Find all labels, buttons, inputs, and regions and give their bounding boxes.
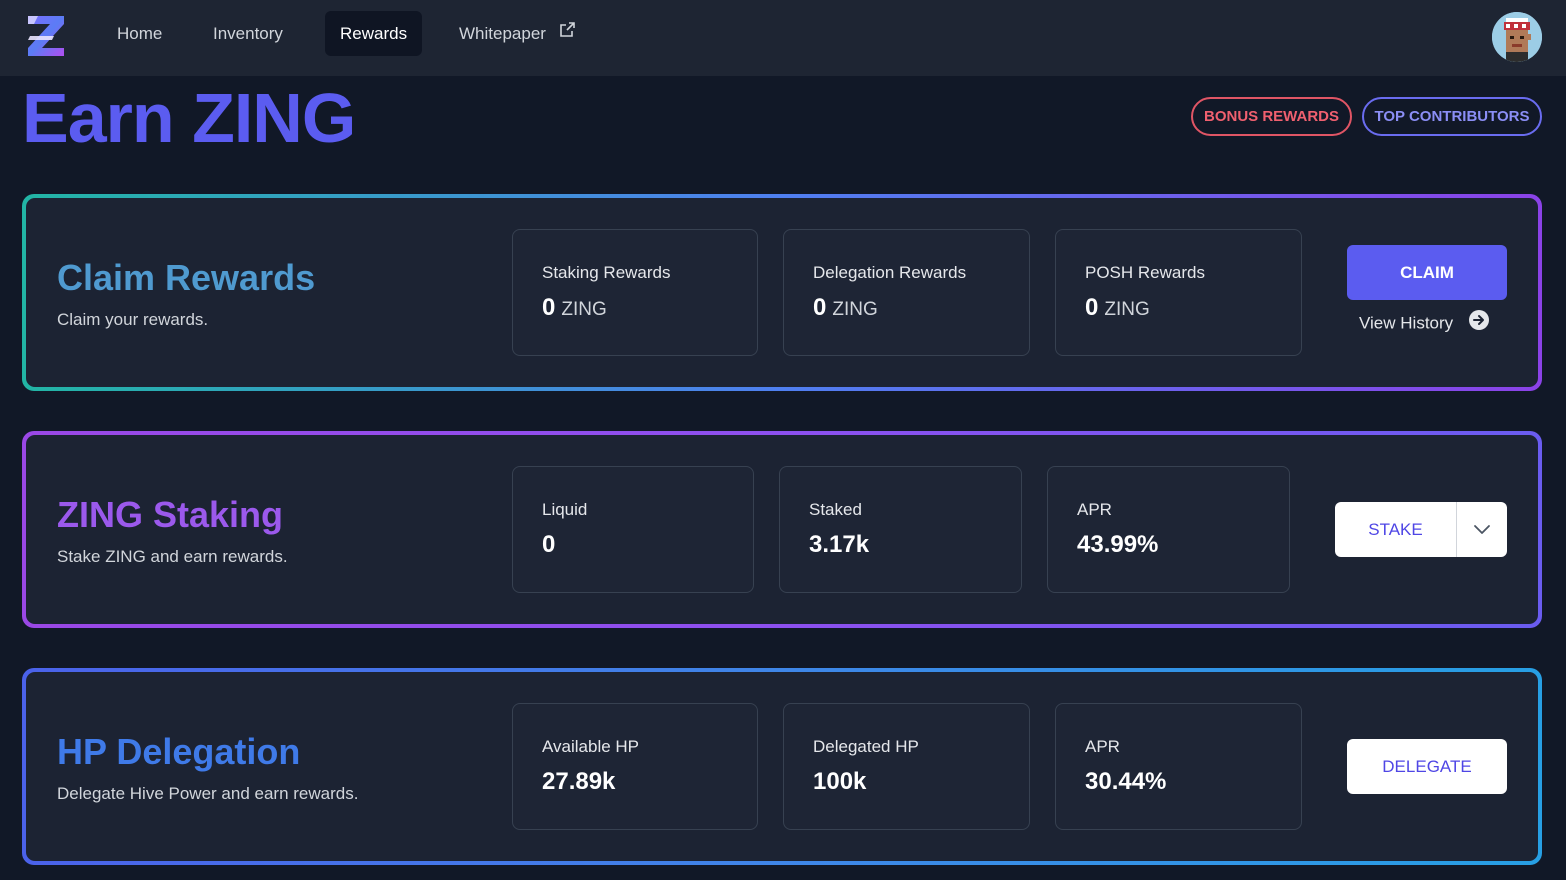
stat-value: 43.99% — [1077, 531, 1159, 558]
stake-dropdown-button[interactable] — [1457, 502, 1507, 557]
nav-home[interactable]: Home — [117, 24, 163, 43]
stat-label: Staking Rewards — [542, 263, 671, 282]
top-contributors-button[interactable]: TOP CONTRIBUTORS — [1362, 97, 1542, 136]
card-title: HP Delegation — [57, 731, 301, 772]
view-history-link[interactable]: View History — [1359, 309, 1490, 336]
nav-rewards[interactable]: Rewards — [325, 11, 423, 56]
stat-number: 0 — [542, 294, 556, 321]
nav-inventory[interactable]: Inventory — [213, 24, 283, 43]
stat-label: Staked — [809, 500, 862, 519]
stat-label: Liquid — [542, 500, 588, 519]
page-title: Earn ZING — [22, 79, 356, 157]
top-nav: Home Inventory Rewards Whitepaper — [0, 0, 1566, 76]
nav-whitepaper[interactable]: Whitepaper — [444, 11, 591, 56]
stat-value: 30.44% — [1085, 768, 1167, 795]
view-history-label: View History — [1359, 313, 1454, 333]
zing-staking-card: ZING Staking Stake ZING and earn rewards… — [22, 431, 1542, 628]
available-hp-stat: Available HP 27.89k — [512, 703, 758, 830]
stat-unit: ZING — [1104, 299, 1150, 320]
delegate-button[interactable]: DELEGATE — [1347, 739, 1507, 794]
delegation-rewards-stat: Delegation Rewards 0 ZING — [783, 229, 1030, 356]
card-subtitle: Claim your rewards. — [57, 310, 209, 329]
stake-button[interactable]: STAKE — [1368, 520, 1423, 539]
card-title: Claim Rewards — [57, 257, 316, 298]
stat-value: 0 ZING — [813, 294, 878, 322]
hp-delegation-card: HP Delegation Delegate Hive Power and ea… — [22, 668, 1542, 865]
pixel-avatar-icon — [1492, 12, 1542, 62]
stat-value: 0 ZING — [542, 294, 607, 322]
liquid-stat: Liquid 0 — [512, 466, 754, 593]
stat-number: 0 — [813, 294, 827, 321]
avatar[interactable] — [1492, 12, 1542, 62]
stat-value: 0 — [542, 531, 556, 558]
stat-unit: ZING — [832, 299, 878, 320]
card-subtitle: Delegate Hive Power and earn rewards. — [57, 784, 359, 803]
staking-rewards-stat: Staking Rewards 0 ZING — [512, 229, 758, 356]
stat-value: 0 ZING — [1085, 294, 1150, 322]
apr-stat: APR 30.44% — [1055, 703, 1302, 830]
posh-rewards-stat: POSH Rewards 0 ZING — [1055, 229, 1302, 356]
stake-button-group: STAKE — [1335, 502, 1507, 557]
apr-stat: APR 43.99% — [1047, 466, 1290, 593]
staked-stat: Staked 3.17k — [779, 466, 1022, 593]
delegated-hp-stat: Delegated HP 100k — [783, 703, 1030, 830]
zing-logo-icon[interactable] — [24, 12, 68, 60]
stat-label: APR — [1077, 500, 1112, 519]
stat-label: Available HP — [542, 737, 640, 756]
stat-label: Delegated HP — [813, 737, 919, 756]
stat-unit: ZING — [561, 299, 607, 320]
stat-number: 0 — [1085, 294, 1099, 321]
stat-value: 27.89k — [542, 768, 616, 795]
stat-value: 3.17k — [809, 531, 870, 558]
nav-whitepaper-label: Whitepaper — [459, 24, 546, 43]
stat-label: APR — [1085, 737, 1120, 756]
stat-label: Delegation Rewards — [813, 263, 967, 282]
card-title: ZING Staking — [57, 494, 284, 535]
arrow-right-circle-icon — [1468, 309, 1490, 336]
stat-label: POSH Rewards — [1085, 263, 1205, 282]
claim-button[interactable]: CLAIM — [1347, 245, 1507, 300]
chevron-down-icon — [1474, 525, 1490, 534]
bonus-rewards-button[interactable]: BONUS REWARDS — [1191, 97, 1352, 136]
claim-rewards-card: Claim Rewards Claim your rewards. Stakin… — [22, 194, 1542, 391]
card-subtitle: Stake ZING and earn rewards. — [57, 547, 288, 566]
stat-value: 100k — [813, 768, 867, 795]
divider — [1456, 502, 1457, 557]
external-link-icon — [559, 10, 576, 55]
